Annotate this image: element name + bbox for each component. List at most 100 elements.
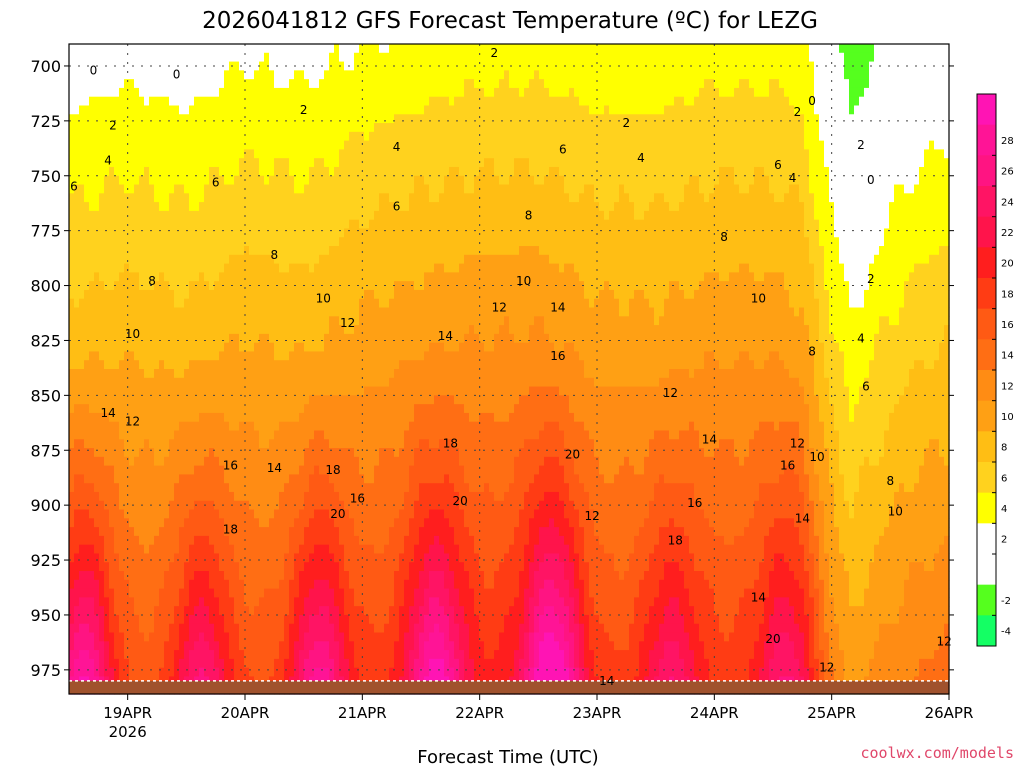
temperature-cell (144, 571, 150, 581)
temperature-cell (169, 360, 175, 370)
temperature-cell (209, 518, 215, 528)
temperature-cell (229, 44, 235, 54)
temperature-cell (94, 623, 100, 634)
temperature-cell (89, 553, 95, 563)
temperature-cell (269, 79, 275, 89)
temperature-cell (369, 377, 375, 388)
temperature-cell (389, 404, 395, 414)
temperature-cell (109, 553, 115, 563)
temperature-cell (169, 52, 175, 63)
temperature-cell (384, 272, 390, 282)
temperature-cell (99, 553, 105, 563)
temperature-cell (329, 70, 335, 80)
temperature-cell (329, 44, 335, 54)
temperature-cell (324, 79, 330, 89)
temperature-cell (164, 61, 170, 71)
temperature-cell (204, 597, 210, 607)
temperature-cell (359, 210, 365, 221)
temperature-cell (99, 509, 105, 519)
temperature-cell (324, 606, 330, 616)
temperature-cell (79, 412, 85, 423)
temperature-cell (244, 535, 250, 546)
temperature-cell (74, 175, 80, 186)
temperature-cell (214, 474, 220, 484)
temperature-cell (364, 342, 370, 353)
temperature-cell (369, 579, 375, 590)
temperature-cell (269, 632, 275, 642)
temperature-cell (399, 351, 405, 361)
temperature-cell (159, 175, 165, 186)
temperature-cell (89, 298, 95, 309)
temperature-cell (234, 351, 240, 361)
temperature-cell (134, 219, 140, 230)
temperature-cell (229, 175, 235, 186)
temperature-cell (259, 61, 265, 71)
temperature-cell (329, 448, 335, 458)
temperature-cell (329, 333, 335, 344)
temperature-cell (234, 483, 240, 493)
temperature-cell (214, 395, 220, 405)
temperature-cell (184, 641, 190, 651)
temperature-cell (224, 219, 230, 230)
temperature-cell (399, 263, 405, 273)
temperature-cell (129, 571, 135, 581)
temperature-cell (239, 123, 245, 133)
temperature-cell (239, 421, 245, 432)
temperature-cell (259, 228, 265, 238)
temperature-cell (304, 114, 310, 124)
temperature-cell (204, 281, 210, 291)
temperature-cell (259, 456, 265, 467)
temperature-cell (344, 439, 350, 449)
temperature-cell (124, 369, 130, 379)
temperature-cell (159, 281, 165, 291)
temperature-cell (349, 131, 355, 142)
temperature-cell (124, 658, 130, 669)
temperature-cell (364, 263, 370, 273)
temperature-cell (299, 87, 305, 98)
temperature-cell (324, 500, 330, 511)
temperature-cell (299, 219, 305, 230)
temperature-cell (124, 500, 130, 511)
temperature-cell (184, 518, 190, 528)
temperature-cell (259, 193, 265, 203)
temperature-cell (239, 518, 245, 528)
temperature-cell (384, 535, 390, 546)
temperature-cell (289, 483, 295, 493)
temperature-cell (394, 404, 400, 414)
temperature-cell (239, 439, 245, 449)
temperature-cell (129, 535, 135, 546)
temperature-cell (199, 483, 205, 493)
temperature-cell (114, 412, 120, 423)
temperature-cell (389, 351, 395, 361)
temperature-cell (344, 579, 350, 590)
temperature-cell (374, 123, 380, 133)
temperature-cell (219, 210, 225, 221)
temperature-cell (264, 96, 270, 107)
temperature-cell (364, 544, 370, 555)
temperature-cell (224, 175, 230, 186)
temperature-cell (384, 202, 390, 212)
temperature-cell (179, 193, 185, 203)
temperature-cell (69, 87, 75, 98)
temperature-cell (344, 491, 350, 502)
temperature-cell (359, 667, 365, 678)
temperature-cell (259, 404, 265, 414)
temperature-cell (89, 105, 95, 115)
temperature-cell (264, 667, 270, 678)
temperature-cell (349, 210, 355, 221)
temperature-cell (269, 527, 275, 537)
temperature-cell (289, 246, 295, 256)
temperature-cell (329, 131, 335, 142)
temperature-cell (69, 52, 75, 63)
temperature-cell (194, 386, 200, 396)
temperature-cell (359, 193, 365, 203)
temperature-cell (134, 281, 140, 291)
temperature-cell (219, 140, 225, 150)
temperature-cell (294, 228, 300, 238)
temperature-cell (89, 193, 95, 203)
temperature-cell (389, 131, 395, 142)
temperature-cell (79, 667, 85, 678)
temperature-cell (334, 210, 340, 221)
temperature-cell (369, 491, 375, 502)
temperature-cell (364, 491, 370, 502)
